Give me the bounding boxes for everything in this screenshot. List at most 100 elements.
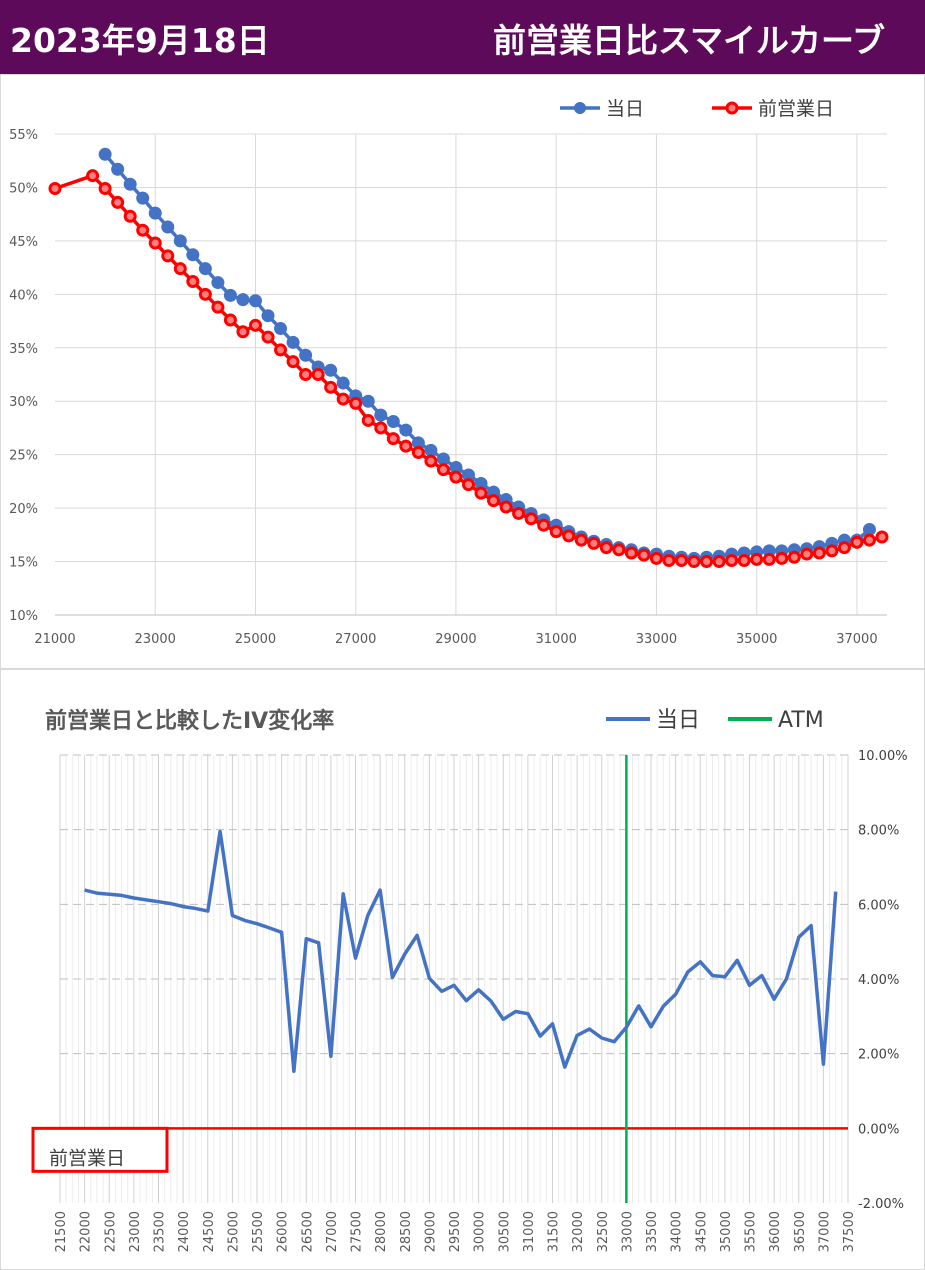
x-tick-label: 23000 bbox=[128, 1211, 143, 1252]
data-point-prev-day bbox=[411, 446, 425, 460]
x-tick-label: 30000 bbox=[473, 1211, 488, 1252]
x-tick-label: 34500 bbox=[694, 1211, 709, 1252]
data-point-today bbox=[424, 443, 438, 457]
legend-label: 当日 bbox=[606, 98, 644, 120]
data-point-prev-day bbox=[111, 195, 125, 209]
data-point-prev-day bbox=[737, 553, 751, 567]
prev-day-label-box bbox=[31, 1126, 169, 1173]
data-point-today bbox=[361, 394, 375, 408]
data-point-prev-day bbox=[436, 463, 450, 477]
data-point-prev-day bbox=[374, 421, 388, 435]
y-tick-label: 45% bbox=[9, 235, 38, 250]
data-point-today bbox=[186, 248, 200, 262]
data-point-prev-day bbox=[136, 223, 150, 237]
data-point-prev-day bbox=[349, 396, 363, 410]
x-tick-label: 32000 bbox=[571, 1211, 586, 1252]
x-tick-label: 26000 bbox=[276, 1211, 291, 1252]
x-tick-label: 37000 bbox=[836, 632, 877, 647]
data-point-prev-day bbox=[825, 544, 839, 558]
data-point-prev-day bbox=[750, 552, 764, 566]
data-point-today bbox=[236, 293, 250, 307]
x-tick-label: 35000 bbox=[736, 632, 777, 647]
data-point-prev-day bbox=[424, 454, 438, 468]
data-point-today bbox=[862, 522, 876, 536]
data-point-prev-day bbox=[311, 368, 325, 381]
data-point-today bbox=[324, 363, 338, 377]
y-tick-label: 25% bbox=[9, 449, 38, 464]
data-point-prev-day bbox=[474, 486, 488, 500]
data-point-today bbox=[136, 191, 150, 205]
data-point-today bbox=[399, 423, 413, 437]
data-point-today bbox=[198, 262, 212, 276]
x-tick-label: 22500 bbox=[103, 1211, 118, 1252]
y-tick-label: 20% bbox=[9, 502, 38, 517]
legend-label: 当日 bbox=[656, 708, 700, 733]
data-point-prev-day bbox=[649, 551, 663, 565]
data-point-today bbox=[123, 177, 137, 191]
data-point-prev-day bbox=[637, 548, 651, 562]
legend-label: 前営業日 bbox=[758, 98, 834, 120]
x-tick-label: 27000 bbox=[325, 1211, 340, 1252]
data-point-prev-day bbox=[274, 343, 288, 357]
prev-day-label: 前営業日 bbox=[49, 1147, 125, 1169]
data-point-prev-day bbox=[837, 541, 851, 555]
data-point-prev-day bbox=[762, 552, 776, 566]
iv-change-chart: 前営業日と比較したIV変化率 -2.00% 0.00% 2.00% 4.00% 6.00%… bbox=[0, 669, 925, 1270]
x-tick-label: 37500 bbox=[842, 1211, 857, 1252]
x-tick-label: 25000 bbox=[226, 1211, 241, 1252]
data-point-prev-day bbox=[549, 525, 563, 539]
data-point-today bbox=[223, 288, 237, 302]
smile-curve-chart: 10% 15% 20% 25% 30% 35% 40% 45% 50% 55% 21000 23000… bbox=[0, 74, 925, 669]
data-point-prev-day bbox=[198, 287, 212, 301]
x-tick-label: 33000 bbox=[620, 1211, 635, 1252]
chart-title: 前営業日と比較したIV変化率 bbox=[45, 708, 334, 734]
data-point-prev-day bbox=[574, 533, 588, 547]
legend-label: ATM bbox=[778, 708, 824, 733]
header-bar: 2023年9月18日 前営業日比スマイルカーブ bbox=[0, 0, 925, 74]
data-point-today bbox=[148, 206, 162, 220]
y-tick-label: 10.00% bbox=[858, 749, 908, 764]
y-tick-label: 0.00% bbox=[858, 1122, 899, 1137]
chart-area bbox=[0, 669, 925, 1270]
data-point-prev-day bbox=[449, 470, 463, 484]
x-tick-label: 35500 bbox=[744, 1211, 759, 1252]
data-point-prev-day bbox=[173, 262, 187, 276]
data-point-prev-day bbox=[875, 530, 889, 544]
data-point-prev-day bbox=[862, 533, 876, 547]
data-point-prev-day bbox=[248, 318, 262, 332]
data-point-prev-day bbox=[286, 355, 300, 369]
data-point-prev-day bbox=[537, 518, 551, 532]
y-tick-label: 10% bbox=[9, 609, 38, 624]
header-date: 2023年9月18日 bbox=[10, 21, 270, 60]
x-tick-label: 23500 bbox=[153, 1211, 168, 1252]
x-tick-label: 24500 bbox=[202, 1211, 217, 1252]
x-tick-label: 30500 bbox=[497, 1211, 512, 1252]
y-tick-label: 2.00% bbox=[858, 1048, 899, 1063]
data-point-prev-day bbox=[725, 553, 739, 567]
data-point-prev-day bbox=[675, 553, 689, 567]
x-tick-label: 26500 bbox=[300, 1211, 315, 1252]
data-point-today bbox=[474, 477, 488, 491]
data-point-prev-day bbox=[223, 313, 237, 327]
data-point-today bbox=[461, 468, 475, 482]
y-tick-label: 8.00% bbox=[858, 824, 899, 839]
y-tick-label: -2.00% bbox=[858, 1197, 904, 1212]
data-point-prev-day bbox=[299, 368, 313, 381]
x-tick-label: 31000 bbox=[522, 1211, 537, 1252]
data-point-today bbox=[449, 460, 463, 474]
data-point-prev-day bbox=[850, 535, 864, 549]
x-tick-label: 24000 bbox=[177, 1211, 192, 1252]
x-tick-label: 21500 bbox=[54, 1211, 69, 1252]
y-tick-label: 35% bbox=[9, 342, 38, 357]
legend-swatch-marker bbox=[574, 102, 586, 114]
data-point-today bbox=[386, 415, 400, 429]
data-point-prev-day bbox=[487, 494, 501, 508]
x-tick-label: 36500 bbox=[793, 1211, 808, 1252]
x-tick-label: 21000 bbox=[34, 632, 75, 647]
data-point-prev-day bbox=[687, 555, 701, 569]
y-tick-label: 40% bbox=[9, 288, 38, 303]
data-point-prev-day bbox=[624, 546, 638, 560]
data-point-prev-day bbox=[662, 553, 676, 567]
x-tick-label: 29000 bbox=[435, 632, 476, 647]
